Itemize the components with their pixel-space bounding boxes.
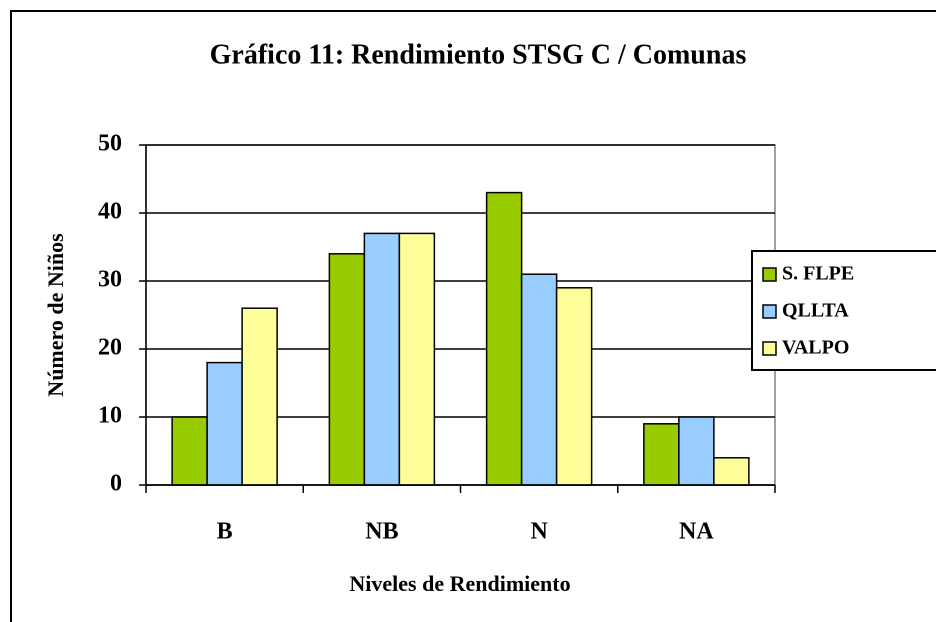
x-tick-label: B bbox=[217, 519, 233, 545]
bar bbox=[713, 457, 750, 486]
bar bbox=[643, 423, 680, 486]
legend-label: QLLTA bbox=[782, 300, 849, 322]
y-tick-label: 50 bbox=[98, 131, 122, 157]
y-tick-label: 40 bbox=[98, 199, 122, 225]
bar bbox=[363, 232, 401, 486]
legend-label: VALPO bbox=[782, 337, 849, 359]
bar bbox=[241, 307, 278, 486]
legend-swatch bbox=[762, 341, 777, 356]
x-tick-label: N bbox=[530, 519, 548, 545]
chart-title: Gráfico 11: Rendimiento STSG C / Comunas bbox=[210, 39, 747, 70]
x-tick-label: NA bbox=[679, 519, 714, 545]
bar bbox=[520, 273, 558, 486]
legend-swatch bbox=[762, 304, 777, 319]
y-tick-label: 30 bbox=[98, 267, 122, 293]
y-axis-label: Número de Niños bbox=[43, 233, 68, 397]
bar bbox=[555, 287, 593, 486]
x-axis-label: Niveles de Rendimiento bbox=[349, 571, 570, 596]
y-tick-label: 20 bbox=[98, 335, 122, 361]
bar bbox=[171, 416, 208, 486]
bar bbox=[485, 191, 523, 486]
y-tick-label: 10 bbox=[98, 403, 122, 429]
bar bbox=[398, 232, 436, 486]
legend-swatch bbox=[762, 267, 777, 282]
y-tick-label: 0 bbox=[110, 471, 122, 497]
legend-box bbox=[751, 250, 936, 371]
bar bbox=[678, 416, 715, 486]
bar bbox=[206, 361, 243, 486]
x-tick-label: NB bbox=[365, 519, 398, 545]
bar bbox=[328, 253, 366, 486]
legend-label: S. FLPE bbox=[782, 263, 854, 285]
